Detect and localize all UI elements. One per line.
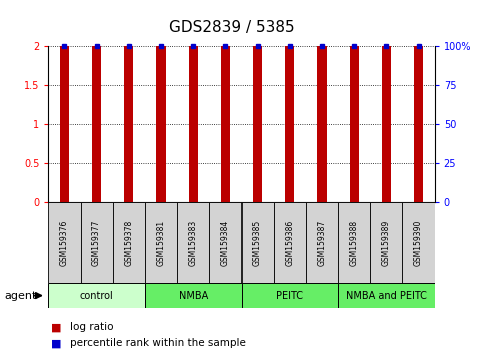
Text: log ratio: log ratio [70, 322, 114, 332]
Text: GSM159387: GSM159387 [317, 219, 327, 266]
Bar [156, 46, 166, 202]
Bar [382, 46, 391, 202]
Bar [414, 46, 423, 202]
Bar [242, 202, 274, 283]
Bar [253, 46, 262, 202]
Bar [402, 202, 435, 283]
Text: control: control [80, 291, 114, 301]
Bar [145, 202, 177, 283]
Bar [221, 46, 230, 202]
Text: agent: agent [5, 291, 37, 301]
Text: ■: ■ [51, 322, 61, 332]
Text: NMBA: NMBA [179, 291, 208, 301]
Text: GSM159378: GSM159378 [124, 219, 133, 266]
Text: GSM159385: GSM159385 [253, 219, 262, 266]
Text: percentile rank within the sample: percentile rank within the sample [70, 338, 246, 348]
Bar [285, 46, 294, 202]
Bar [189, 46, 198, 202]
Text: GSM159390: GSM159390 [414, 219, 423, 266]
Text: GSM159376: GSM159376 [60, 219, 69, 266]
Bar [306, 202, 338, 283]
Text: GSM159377: GSM159377 [92, 219, 101, 266]
Text: GSM159386: GSM159386 [285, 219, 294, 266]
Bar [274, 202, 306, 283]
Text: GSM159388: GSM159388 [350, 219, 359, 266]
Text: GSM159381: GSM159381 [156, 219, 166, 266]
Bar [113, 202, 145, 283]
Text: PEITC: PEITC [276, 291, 303, 301]
Text: GDS2839 / 5385: GDS2839 / 5385 [169, 21, 295, 35]
Bar [177, 202, 209, 283]
Bar [81, 202, 113, 283]
Bar [48, 202, 81, 283]
Text: ■: ■ [51, 338, 61, 348]
Bar [317, 46, 327, 202]
Bar [242, 283, 338, 308]
Bar [209, 202, 242, 283]
Bar [92, 46, 101, 202]
Text: NMBA and PEITC: NMBA and PEITC [346, 291, 427, 301]
Bar [350, 46, 359, 202]
Bar [338, 202, 370, 283]
Bar [60, 46, 69, 202]
Bar [48, 283, 145, 308]
Bar [370, 202, 402, 283]
Bar [338, 283, 435, 308]
Text: GSM159389: GSM159389 [382, 219, 391, 266]
Bar [124, 46, 133, 202]
Text: GSM159383: GSM159383 [189, 219, 198, 266]
Bar [145, 283, 242, 308]
Text: GSM159384: GSM159384 [221, 219, 230, 266]
